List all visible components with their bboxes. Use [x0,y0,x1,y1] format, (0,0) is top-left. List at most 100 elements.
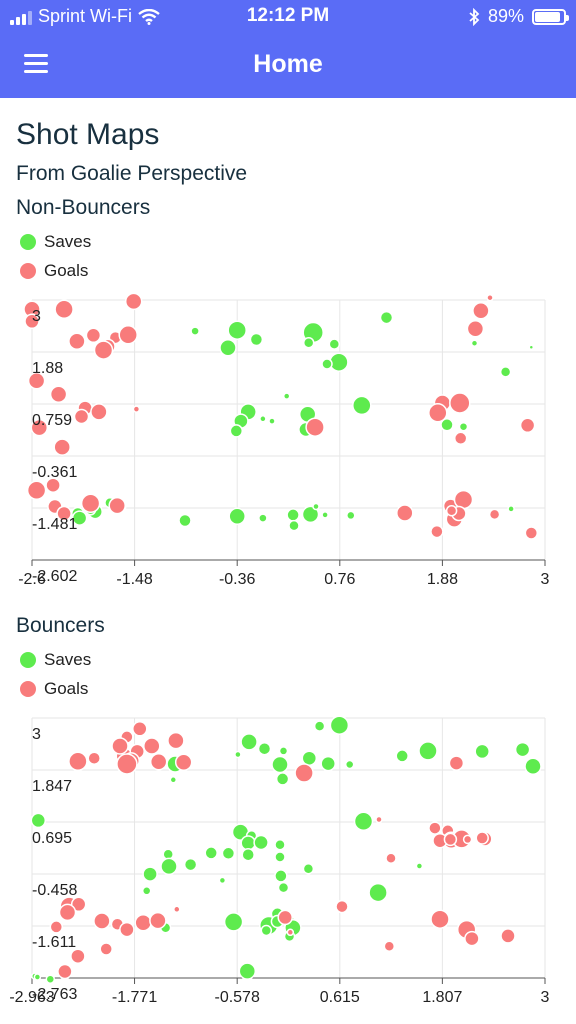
goals-point[interactable] [443,832,458,847]
saves-point[interactable] [328,338,341,350]
saves-point[interactable] [277,881,290,894]
goals-point[interactable] [524,526,539,540]
goals-point[interactable] [68,751,88,772]
saves-point[interactable] [268,417,276,425]
saves-point[interactable] [259,415,267,423]
saves-point[interactable] [528,344,535,351]
saves-point[interactable] [249,332,264,347]
goals-point[interactable] [430,524,444,539]
goals-point[interactable] [173,905,181,914]
saves-point[interactable] [33,973,42,981]
saves-point[interactable] [474,743,490,760]
goals-point[interactable] [27,372,46,390]
saves-point[interactable] [302,336,315,349]
saves-point[interactable] [418,741,438,761]
goals-point[interactable] [70,948,86,964]
saves-point[interactable] [241,847,255,862]
saves-point[interactable] [379,310,394,325]
goals-point[interactable] [99,942,113,956]
goals-point[interactable] [70,896,87,913]
goals-point[interactable] [54,299,74,320]
saves-point[interactable] [71,510,88,526]
saves-point[interactable] [329,352,349,372]
saves-point[interactable] [321,358,333,370]
goals-point[interactable] [56,505,72,522]
saves-point[interactable] [204,846,218,860]
goals-point[interactable] [149,753,168,771]
goals-point[interactable] [26,480,47,501]
hamburger-menu-icon[interactable] [24,54,48,74]
saves-point[interactable] [240,835,256,851]
goals-point[interactable] [305,417,325,437]
saves-point[interactable] [368,882,388,903]
goals-point[interactable] [68,332,86,351]
saves-point[interactable] [178,513,192,528]
saves-point[interactable] [221,846,236,861]
saves-point[interactable] [258,513,268,523]
saves-point[interactable] [301,750,318,766]
saves-point[interactable] [160,857,178,876]
saves-point[interactable] [458,421,469,432]
goals-point[interactable] [466,320,485,338]
saves-point[interactable] [440,418,454,432]
goals-point[interactable] [108,496,126,515]
saves-point[interactable] [253,834,269,851]
saves-point[interactable] [169,776,178,784]
goals-point[interactable] [453,489,474,510]
saves-point[interactable] [141,886,152,896]
saves-point[interactable] [301,505,320,524]
goals-point[interactable] [449,392,471,414]
saves-point[interactable] [274,839,286,851]
saves-point[interactable] [271,755,289,774]
saves-point[interactable] [321,511,329,519]
legend-goals[interactable]: Goals [20,261,88,281]
goals-point[interactable] [500,928,516,944]
goals-point[interactable] [24,313,40,330]
goals-point[interactable] [472,301,490,320]
goals-point[interactable] [430,909,450,929]
goals-point[interactable] [87,751,101,765]
goals-point[interactable] [57,963,73,980]
goals-point[interactable] [488,508,501,521]
goals-point[interactable] [294,763,314,783]
saves-point[interactable] [346,510,356,521]
saves-point[interactable] [302,862,315,875]
goals-point[interactable] [132,405,141,413]
goals-point[interactable] [277,909,293,926]
goals-point[interactable] [464,930,480,947]
goals-point[interactable] [49,385,68,403]
goals-point[interactable] [519,417,536,434]
goals-point[interactable] [116,753,138,775]
saves-point[interactable] [257,741,272,756]
goals-point[interactable] [396,504,414,522]
goals-point[interactable] [119,921,135,938]
saves-point[interactable] [30,812,47,829]
goals-point[interactable] [167,731,185,750]
saves-point[interactable] [234,750,242,759]
saves-point[interactable] [514,741,531,758]
saves-point[interactable] [238,962,257,980]
saves-point[interactable] [352,395,372,416]
saves-point[interactable] [218,876,227,885]
goals-point[interactable] [85,327,102,344]
legend-goals-2[interactable]: Goals [20,679,88,699]
saves-point[interactable] [228,507,246,526]
goals-point[interactable] [143,737,161,755]
goals-point[interactable] [453,431,468,446]
goals-point[interactable] [58,903,77,922]
saves-point[interactable] [229,424,244,438]
saves-point[interactable] [183,857,198,872]
goals-point[interactable] [118,325,138,345]
legend-saves-2[interactable]: Saves [20,650,91,670]
saves-point[interactable] [312,502,320,511]
goals-point[interactable] [174,753,193,771]
saves-point[interactable] [395,749,409,763]
saves-point[interactable] [274,869,288,883]
goals-point[interactable] [149,911,167,930]
saves-point[interactable] [353,811,374,832]
saves-point[interactable] [499,366,512,378]
saves-point[interactable] [415,862,424,870]
goals-point[interactable] [73,408,90,425]
goals-point[interactable] [475,831,489,845]
saves-point[interactable] [260,924,273,937]
